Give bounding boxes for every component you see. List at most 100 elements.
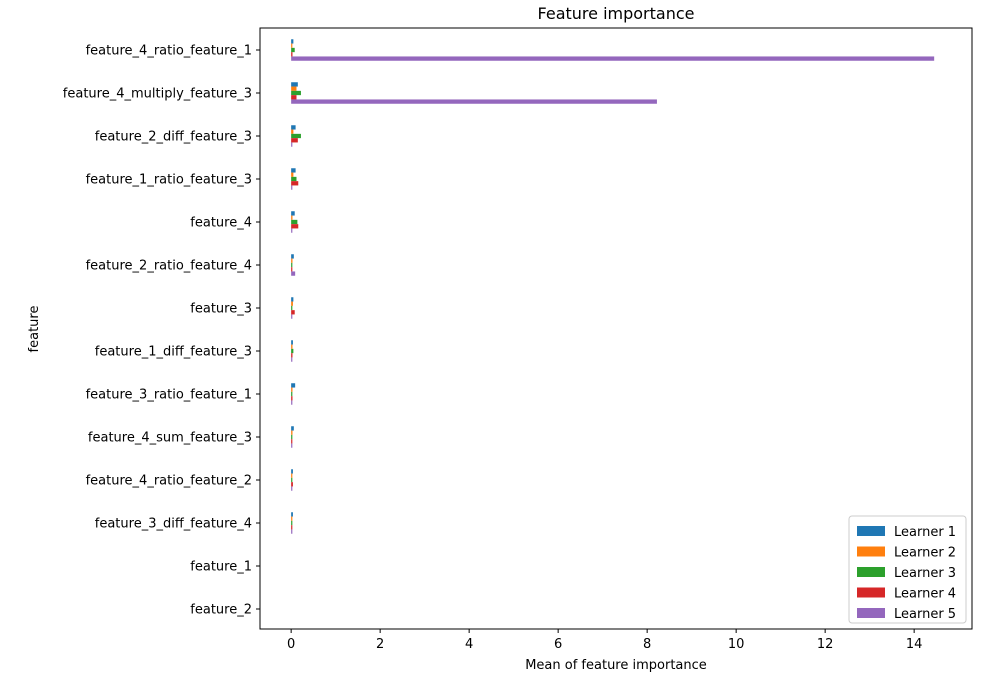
bar-5-11 [291,486,293,491]
bar-5-7 [291,314,293,319]
bar-5-12 [291,529,293,534]
bar-2-11 [291,473,293,478]
plot-frame [259,27,973,630]
x-axis: 0 2 4 6 8 10 12 14 [287,629,922,652]
bar-4-11 [291,482,293,487]
bar-5-10 [291,443,293,448]
legend-label-4: Learner 4 [894,587,956,602]
bar-3-11 [291,477,293,483]
bar-3-5 [291,219,298,225]
bar-1-12 [291,512,293,517]
x-tick-label: 10 [728,637,745,652]
bar-4-2 [291,95,297,100]
y-tick-label: feature_1_diff_feature_3 [95,345,252,360]
bar-1-3 [291,125,296,130]
bar-1-6 [291,254,294,259]
bar-5-4 [291,185,293,190]
legend-label-1: Learner 1 [894,525,956,540]
bar-5-3 [291,142,293,147]
y-axis-label: feature [27,306,42,353]
bar-2-10 [291,430,293,435]
bar-1-9 [291,383,296,388]
bar-4-3 [291,138,298,143]
x-tick-label: 6 [554,637,562,652]
bar-1-11 [291,469,293,474]
y-tick-label: feature_4 [190,216,252,231]
bar-3-6 [291,262,293,268]
y-tick-label: feature_4_sum_feature_3 [88,431,252,446]
bar-2-3 [291,129,294,134]
y-tick-label: feature_3 [190,302,252,317]
bar-2-1 [291,43,293,48]
y-tick-label: feature_2_diff_feature_3 [95,130,252,145]
bar-2-6 [291,258,293,263]
bar-4-6 [291,267,293,272]
bar-5-2 [291,99,657,104]
bar-1-4 [291,168,296,173]
y-tick-label: feature_1 [190,560,252,575]
bar-5-5 [291,228,293,233]
y-tick-label: feature_1_ratio_feature_3 [86,173,252,188]
bar-2-12 [291,516,293,521]
bar-3-9 [291,391,293,397]
bar-2-5 [291,215,293,220]
bar-1-2 [291,82,298,87]
legend-label-5: Learner 5 [894,607,956,622]
bar-1-5 [291,211,295,216]
legend-swatch-1 [857,526,885,536]
bar-4-10 [291,439,293,444]
bar-2-4 [291,172,294,177]
bar-2-8 [291,344,293,349]
bar-2-7 [291,301,293,306]
x-tick-label: 0 [287,637,295,652]
bar-1-8 [291,340,293,345]
y-tick-label: feature_3_ratio_feature_1 [86,388,252,403]
bar-2-9 [291,387,293,392]
bar-3-12 [291,520,293,526]
bar-4-5 [291,224,299,229]
bar-3-3 [291,133,301,139]
bar-5-1 [291,56,935,61]
legend-label-3: Learner 3 [894,566,956,581]
x-axis-label: Mean of feature importance [525,658,707,673]
legend-swatch-3 [857,567,885,577]
x-tick-label: 12 [817,637,834,652]
bar-1-1 [291,39,294,44]
bar-4-12 [291,525,293,530]
bar-3-8 [291,348,294,354]
bar-3-10 [291,434,293,440]
legend-swatch-2 [857,546,885,557]
bar-5-9 [291,400,293,405]
x-tick-label: 8 [643,637,651,652]
bar-4-8 [291,353,293,358]
bars-group [291,39,935,534]
bar-3-1 [291,47,295,53]
bar-3-2 [291,90,301,96]
bar-5-6 [291,271,296,276]
bar-3-7 [291,305,293,311]
bar-2-2 [291,86,297,91]
bar-4-9 [291,396,293,401]
x-tick-label: 4 [465,637,473,652]
y-tick-label: feature_3_diff_feature_4 [95,517,252,532]
bar-4-4 [291,181,299,186]
y-tick-label: feature_4_multiply_feature_3 [63,87,252,102]
bar-1-10 [291,426,294,431]
bar-5-8 [291,357,293,362]
y-tick-label: feature_4_ratio_feature_1 [86,44,252,59]
y-tick-label: feature_2 [190,603,252,618]
y-axis: feature_4_ratio_feature_1 feature_4_multi… [63,44,260,618]
legend-swatch-4 [857,587,885,598]
y-tick-label: feature_2_ratio_feature_4 [86,259,252,274]
legend-label-2: Learner 2 [894,546,956,561]
bar-1-7 [291,297,294,302]
x-tick-label: 14 [906,637,923,652]
chart-title: Feature importance [538,4,695,23]
x-tick-label: 2 [376,637,384,652]
y-tick-label: feature_4_ratio_feature_2 [86,474,252,489]
legend: Learner 1 Learner 2 Learner 3 Learner 4 Lear… [848,515,967,624]
bar-3-4 [291,176,297,182]
bar-4-7 [291,310,295,315]
bar-4-1 [291,52,293,57]
